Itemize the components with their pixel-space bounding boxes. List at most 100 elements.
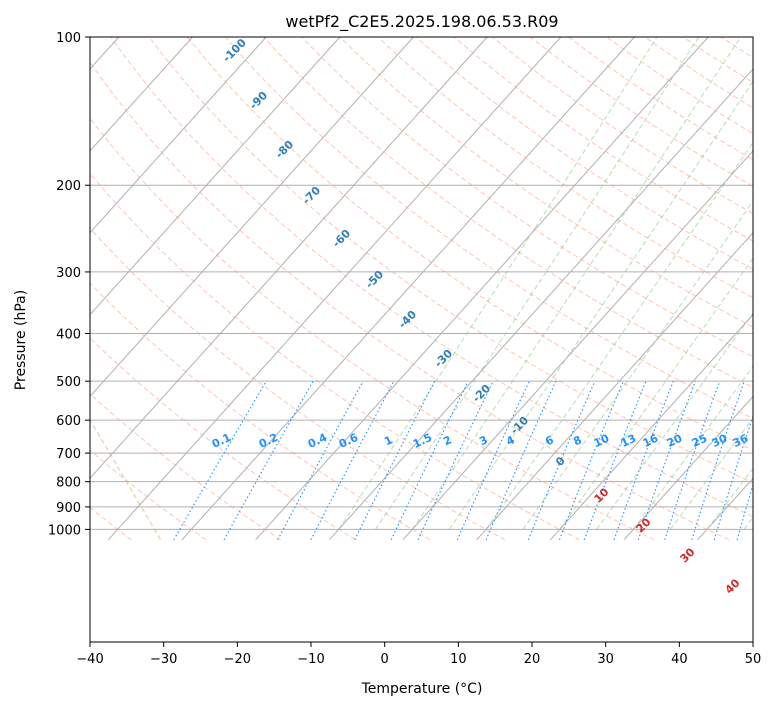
dry-adiabat-line	[453, 37, 753, 242]
isotherm-gridline	[623, 395, 753, 541]
isotherm-gridline	[328, 68, 753, 541]
y-tick-label: 300	[56, 266, 81, 281]
x-tick-label: −10	[297, 652, 324, 667]
mixing-ratio-line	[736, 482, 753, 540]
dry-adiabat-line	[90, 393, 282, 541]
y-tick-label: 1000	[48, 523, 81, 538]
isotherm-gridline	[90, 37, 193, 152]
dry-adiabat-line	[263, 37, 753, 388]
dry-adiabat-line	[720, 37, 753, 59]
y-tick-label: 400	[56, 327, 81, 342]
mixing-ratio-line	[637, 381, 697, 540]
isotherm-label: -60	[330, 227, 353, 250]
isotherm-gridline	[549, 313, 753, 541]
mixing-ratio-line	[485, 380, 557, 541]
moist-adiabat-line	[338, 37, 658, 530]
mixing-ratio-line	[456, 380, 530, 541]
plot-frame	[89, 36, 754, 643]
mixing-ratio-label: 25	[690, 432, 709, 450]
dry-adiabat-line	[606, 37, 753, 135]
dry-adiabat-line	[225, 37, 753, 420]
isotherm-label: 0	[553, 454, 568, 469]
dry-adiabat-line	[415, 37, 753, 270]
skewed-isotherm-gridlines	[90, 37, 775, 541]
y-tick-label: 600	[56, 414, 81, 429]
mixing-ratio-label: 30	[710, 432, 730, 450]
x-tick-label: 10	[450, 652, 467, 667]
moist-adiabat-line	[411, 37, 742, 530]
dry-adiabat-line	[186, 37, 753, 451]
dry-adiabat-line	[90, 449, 207, 541]
mixing-ratio-line	[664, 381, 721, 540]
mixing-ratio-label: 20	[665, 432, 685, 450]
isotherm-label: -30	[432, 347, 455, 370]
dry-adiabat-line	[90, 337, 356, 541]
pressure-gridlines	[90, 37, 753, 530]
temperature-label: 10	[592, 485, 612, 505]
line-labels: -100-90-80-70-60-50-40-30-20-1000.1 0.2 0.…	[210, 36, 751, 597]
dry-adiabat-line	[644, 37, 753, 109]
x-tick-label: 20	[524, 652, 541, 667]
x-tick-label: 50	[745, 652, 762, 667]
mixing-ratio-label: 1.5	[411, 431, 434, 451]
dry-adiabat-line	[148, 37, 753, 484]
y-tick-label: 800	[56, 476, 81, 491]
background-lines	[0, 37, 753, 541]
dry-adiabat-line	[110, 37, 753, 518]
mixing-ratio-line	[583, 380, 647, 540]
moist-adiabat-line	[706, 467, 753, 530]
mixing-ratio-label: 0.6	[337, 431, 360, 451]
x-tick-label: −30	[150, 652, 177, 667]
isotherm-gridline	[90, 37, 341, 316]
x-tick-label: 40	[671, 652, 688, 667]
isotherm-label: -70	[300, 184, 323, 207]
isotherm-label: -50	[363, 268, 386, 291]
isotherm-gridline	[402, 150, 753, 541]
mixing-ratio-label: 16	[641, 432, 661, 450]
mixing-ratio-line	[173, 380, 267, 541]
dry-adiabat-line	[90, 172, 580, 541]
dry-adiabat-line	[568, 37, 753, 161]
chart-title: wetPf2_C2E5.2025.198.06.53.R09	[285, 12, 558, 32]
x-tick-label: 0	[381, 652, 389, 667]
dry-adiabat-line	[682, 37, 753, 84]
mixing-ratio-lines	[173, 380, 753, 541]
temperature-label: 30	[678, 545, 698, 565]
x-tick-label: −40	[76, 652, 103, 667]
profile-line	[757, 37, 775, 396]
mixing-ratio-label: 8	[571, 433, 583, 448]
dry-adiabat-line	[301, 37, 753, 358]
reference-curve	[0, 37, 51, 540]
moist-adiabat-line	[485, 141, 753, 530]
isotherm-label: -20	[470, 382, 493, 405]
moist-adiabat-line	[596, 312, 753, 530]
isotherm-gridline	[181, 37, 635, 541]
y-axis-label: Pressure (hPa)	[13, 290, 29, 390]
mixing-ratio-label: 0.4	[306, 431, 329, 451]
x-tick-label: −20	[224, 652, 251, 667]
y-tick-label: 100	[56, 31, 81, 46]
temperature-label: 20	[634, 515, 654, 535]
moist-adiabat-line	[669, 417, 753, 530]
mixing-ratio-line	[558, 380, 624, 540]
temperature-label: 40	[723, 576, 743, 596]
mixing-ratio-line	[417, 380, 494, 541]
isotherm-gridline	[107, 37, 562, 541]
mixing-ratio-line	[613, 380, 674, 540]
mixing-ratio-line	[691, 381, 745, 540]
mixing-ratio-line	[223, 380, 314, 541]
isotherm-gridline	[771, 37, 775, 540]
mixing-ratio-label: 13	[619, 432, 638, 450]
mixing-ratio-label: 0.2	[257, 431, 280, 451]
x-axis: −40 −30 −20 −10 0 10 20 30 40 50	[76, 642, 761, 667]
moist-adiabat-line	[559, 257, 753, 530]
dry-adiabat-line	[90, 117, 655, 541]
isotherm-gridline	[255, 37, 709, 541]
isotherm-label: -80	[273, 138, 296, 161]
isotherm-gridline	[90, 37, 414, 398]
moist-adiabat-line	[375, 37, 700, 530]
y-axis: 100 200 300 400 500 600 700 800 900 1000	[48, 31, 90, 538]
moist-adiabat-line	[448, 80, 753, 530]
mixing-ratio-label: 36	[731, 432, 751, 450]
